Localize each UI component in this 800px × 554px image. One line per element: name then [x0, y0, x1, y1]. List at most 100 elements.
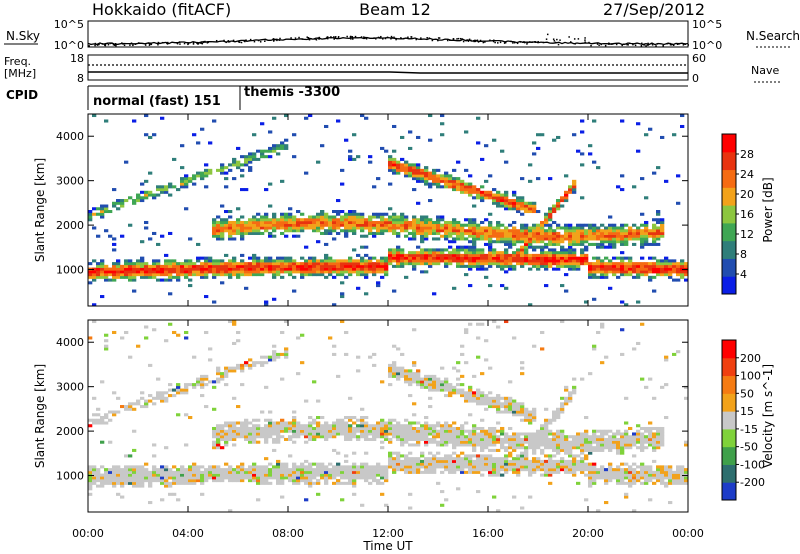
echo-cell — [344, 454, 349, 458]
echo-cell — [380, 429, 385, 433]
echo-cell — [180, 476, 185, 480]
echo-cell — [260, 270, 265, 274]
echo-cell — [516, 470, 521, 474]
echo-cell — [404, 426, 409, 431]
noise-search-point — [264, 38, 267, 41]
echo-cell — [152, 133, 157, 137]
echo-cell — [320, 226, 325, 230]
echo-cell — [304, 429, 309, 433]
noise-search-point — [161, 41, 164, 44]
echo-cell — [176, 264, 181, 268]
echo-cell — [244, 273, 249, 277]
echo-cell — [604, 270, 609, 274]
echo-cell — [216, 443, 221, 447]
echo-cell — [408, 426, 413, 431]
echo-cell — [192, 267, 197, 271]
echo-cell — [276, 264, 281, 268]
echo-cell — [248, 465, 253, 469]
echo-cell — [472, 462, 477, 466]
echo-cell — [624, 476, 629, 480]
echo-cell — [668, 264, 673, 268]
echo-cell — [304, 171, 309, 175]
echo-cell — [148, 363, 153, 367]
echo-cell — [492, 251, 497, 255]
echo-cell — [492, 459, 497, 463]
echo-cell — [104, 267, 109, 271]
echo-cell — [512, 413, 517, 417]
echo-cell — [212, 380, 217, 384]
echo-cell — [156, 273, 161, 277]
echo-cell — [536, 234, 541, 238]
echo-cell — [564, 273, 569, 277]
echo-cell — [560, 440, 565, 444]
echo-cell — [308, 473, 313, 477]
echo-cell — [432, 253, 437, 257]
echo-cell — [444, 388, 449, 392]
echo-cell — [220, 468, 225, 472]
echo-cell — [552, 256, 557, 260]
echo-cell — [460, 190, 465, 194]
echo-cell — [224, 435, 229, 439]
echo-cell — [580, 446, 585, 450]
echo-cell — [564, 259, 569, 263]
noise-search-point — [137, 42, 140, 44]
echo-cell — [360, 503, 365, 507]
echo-cell — [448, 223, 453, 227]
echo-cell — [488, 196, 493, 200]
echo-cell — [196, 141, 201, 145]
echo-cell — [576, 223, 581, 227]
echo-cell — [500, 149, 505, 153]
echo-cell — [416, 380, 421, 384]
echo-cell — [420, 451, 425, 455]
echo-cell — [144, 275, 149, 279]
echo-cell — [244, 229, 249, 233]
echo-cell — [432, 174, 437, 178]
echo-cell — [140, 270, 145, 274]
echo-cell — [344, 429, 349, 433]
echo-cell — [592, 465, 597, 469]
echo-cell — [608, 435, 613, 439]
echo-cell — [316, 473, 321, 477]
noise-search-point — [627, 44, 629, 46]
echo-cell — [424, 432, 429, 436]
echo-cell — [352, 465, 357, 469]
echo-cell — [336, 273, 341, 277]
echo-cell — [276, 424, 281, 428]
echo-cell — [580, 462, 585, 466]
echo-cell — [416, 426, 421, 431]
echo-cell — [160, 498, 165, 502]
echo-cell — [408, 506, 413, 510]
echo-cell — [512, 267, 517, 271]
echo-cell — [552, 234, 557, 238]
echo-cell — [136, 273, 141, 277]
echo-cell — [360, 259, 365, 263]
echo-cell — [488, 248, 493, 252]
echo-cell — [284, 270, 289, 274]
echo-cell — [276, 273, 281, 277]
echo-cell — [428, 424, 433, 428]
echo-cell — [392, 372, 397, 376]
echo-cell — [548, 229, 553, 233]
echo-cell — [420, 462, 425, 466]
echo-cell — [520, 361, 525, 365]
echo-cell — [652, 234, 657, 238]
echo-cell — [412, 380, 417, 384]
echo-cell — [440, 177, 445, 181]
echo-cell — [572, 133, 577, 137]
echo-cell — [648, 242, 653, 246]
echo-cell — [152, 402, 157, 406]
echo-cell — [388, 418, 393, 422]
echo-cell — [460, 451, 465, 455]
echo-cell — [476, 443, 481, 447]
echo-cell — [244, 226, 249, 230]
echo-cell — [152, 273, 157, 277]
echo-cell — [536, 256, 541, 260]
echo-cell — [488, 399, 493, 403]
echo-cell — [472, 242, 477, 246]
echo-cell — [452, 462, 457, 466]
echo-cell — [480, 454, 485, 458]
echo-cell — [380, 473, 385, 477]
echo-cell — [352, 416, 357, 420]
noise-search-point — [207, 41, 210, 43]
echo-cell — [92, 320, 97, 324]
